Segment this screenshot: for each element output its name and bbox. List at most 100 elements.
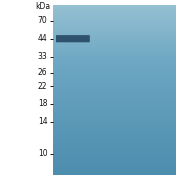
Bar bbox=[53, 97, 176, 98]
Bar bbox=[53, 41, 176, 42]
Bar bbox=[53, 67, 176, 68]
Bar bbox=[53, 6, 176, 7]
Bar bbox=[53, 59, 176, 60]
Bar bbox=[53, 72, 176, 73]
Bar bbox=[53, 134, 176, 135]
Bar bbox=[53, 78, 176, 79]
Bar bbox=[53, 103, 176, 104]
Bar bbox=[53, 171, 176, 172]
Bar bbox=[53, 124, 176, 125]
Bar bbox=[53, 96, 176, 97]
Bar bbox=[53, 174, 176, 175]
Bar bbox=[53, 13, 176, 14]
Bar bbox=[53, 64, 176, 65]
Bar bbox=[53, 77, 176, 78]
Bar bbox=[53, 63, 176, 64]
Bar bbox=[53, 32, 176, 33]
Bar bbox=[53, 115, 176, 116]
Bar bbox=[53, 56, 176, 57]
Bar bbox=[53, 113, 176, 114]
Bar bbox=[53, 33, 176, 34]
Bar bbox=[53, 62, 176, 63]
Bar bbox=[53, 34, 176, 35]
Bar bbox=[53, 135, 176, 136]
Bar bbox=[53, 21, 176, 22]
Bar bbox=[53, 168, 176, 169]
Bar bbox=[53, 84, 176, 85]
Bar bbox=[53, 49, 176, 50]
Bar bbox=[53, 158, 176, 159]
Text: 44: 44 bbox=[38, 34, 47, 43]
Bar bbox=[53, 85, 176, 86]
Text: 22: 22 bbox=[38, 82, 47, 91]
Bar bbox=[53, 146, 176, 147]
Bar bbox=[53, 165, 176, 166]
Bar bbox=[53, 17, 176, 18]
Bar bbox=[53, 75, 176, 76]
Bar bbox=[53, 133, 176, 134]
Bar bbox=[53, 126, 176, 127]
Bar bbox=[53, 144, 176, 145]
Bar bbox=[53, 69, 176, 70]
Bar bbox=[53, 155, 176, 156]
Bar bbox=[53, 66, 176, 67]
Bar bbox=[53, 100, 176, 101]
Bar bbox=[53, 119, 176, 120]
Bar bbox=[53, 84, 176, 85]
Bar bbox=[53, 105, 176, 106]
Bar bbox=[53, 101, 176, 102]
Bar bbox=[53, 116, 176, 117]
Bar bbox=[53, 167, 176, 168]
Bar bbox=[53, 24, 176, 25]
Bar bbox=[53, 166, 176, 167]
Bar bbox=[53, 15, 176, 16]
Bar bbox=[53, 106, 176, 107]
Bar bbox=[53, 159, 176, 160]
Bar bbox=[53, 150, 176, 151]
Bar bbox=[53, 120, 176, 121]
Bar bbox=[53, 48, 176, 49]
Bar bbox=[53, 57, 176, 58]
Bar bbox=[53, 168, 176, 169]
Bar bbox=[53, 29, 176, 30]
Bar bbox=[53, 111, 176, 112]
Bar bbox=[53, 163, 176, 164]
Bar bbox=[53, 47, 176, 48]
Bar bbox=[53, 73, 176, 74]
Bar bbox=[53, 28, 176, 29]
Bar bbox=[53, 133, 176, 134]
Bar bbox=[53, 25, 176, 26]
Bar bbox=[53, 60, 176, 61]
Bar bbox=[53, 11, 176, 12]
Text: kDa: kDa bbox=[35, 2, 50, 11]
Bar bbox=[53, 125, 176, 126]
Bar bbox=[53, 142, 176, 143]
Bar bbox=[53, 61, 176, 62]
Bar bbox=[53, 80, 176, 81]
Bar bbox=[53, 90, 176, 91]
Bar bbox=[53, 124, 176, 125]
Bar bbox=[53, 137, 176, 138]
Bar bbox=[53, 117, 176, 118]
Bar bbox=[53, 128, 176, 129]
Bar bbox=[53, 146, 176, 147]
Bar bbox=[53, 16, 176, 17]
Bar bbox=[53, 109, 176, 110]
Text: 10: 10 bbox=[38, 149, 47, 158]
Bar bbox=[53, 88, 176, 89]
Bar bbox=[53, 55, 176, 56]
Bar bbox=[53, 76, 176, 77]
Bar bbox=[53, 39, 176, 40]
Bar bbox=[53, 108, 176, 109]
Bar bbox=[53, 38, 176, 39]
Bar bbox=[53, 152, 176, 153]
Bar bbox=[53, 27, 176, 28]
Bar bbox=[53, 114, 176, 115]
Bar bbox=[53, 22, 176, 23]
Bar bbox=[53, 71, 176, 72]
Bar bbox=[53, 161, 176, 162]
Bar bbox=[53, 162, 176, 163]
Bar bbox=[53, 18, 176, 19]
Bar bbox=[53, 93, 176, 94]
Bar bbox=[53, 32, 176, 33]
